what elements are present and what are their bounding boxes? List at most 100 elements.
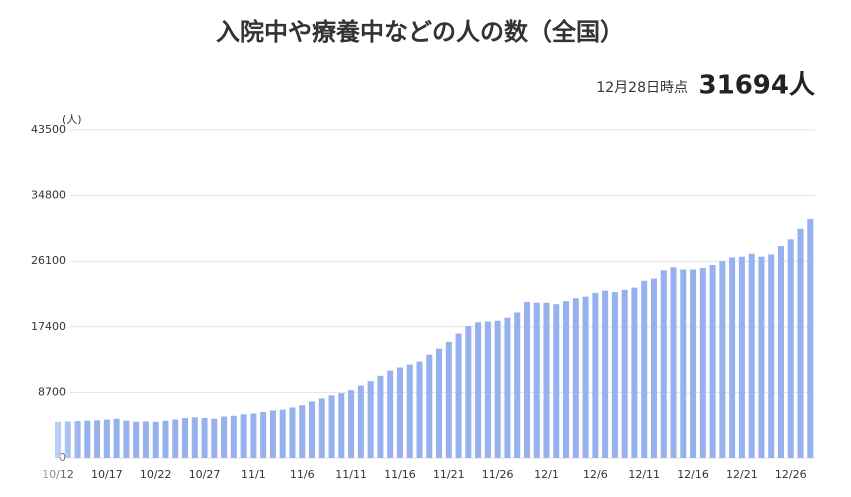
x-tick-label: 10/22	[140, 468, 172, 481]
bar	[572, 298, 579, 458]
bar	[484, 321, 491, 458]
chart-title: 入院中や療養中などの人の数（全国）	[216, 18, 624, 46]
bar	[758, 256, 765, 458]
bar	[142, 421, 149, 458]
bar	[660, 270, 667, 458]
x-tick-label: 12/16	[677, 468, 709, 481]
bar	[436, 348, 443, 458]
bar	[455, 333, 462, 458]
bar	[318, 398, 325, 458]
x-tick-label: 10/27	[189, 468, 221, 481]
x-tick-label: 12/11	[628, 468, 660, 481]
bar	[650, 278, 657, 458]
bar	[504, 317, 511, 458]
bar	[348, 390, 355, 458]
bar	[631, 287, 638, 458]
bar	[514, 312, 521, 458]
bar	[777, 246, 784, 458]
bar	[797, 228, 804, 458]
bar	[260, 412, 267, 458]
bar	[338, 393, 345, 458]
bar	[396, 367, 403, 458]
bar	[84, 420, 91, 458]
bar	[123, 420, 130, 458]
bar	[152, 421, 159, 458]
bar	[103, 419, 110, 458]
bar	[357, 385, 364, 458]
bar	[611, 292, 618, 458]
bar	[377, 375, 384, 458]
x-tick-label: 12/6	[583, 468, 608, 481]
bar	[807, 219, 814, 458]
x-tick-label: 10/17	[91, 468, 123, 481]
bar	[445, 341, 452, 458]
bar	[250, 413, 257, 458]
bar	[465, 326, 472, 458]
bar	[113, 418, 120, 458]
bar	[309, 401, 316, 458]
bar	[523, 301, 530, 458]
bar	[94, 420, 101, 458]
bar	[709, 264, 716, 458]
headline: 31694人	[699, 71, 815, 101]
bar	[172, 419, 179, 458]
bar	[367, 381, 374, 458]
x-tick-label: 12/1	[534, 468, 559, 481]
bar	[768, 254, 775, 458]
bar	[221, 416, 228, 458]
bar	[475, 322, 482, 458]
y-tick-label: 17400	[31, 320, 66, 333]
bar	[680, 269, 687, 458]
bar	[621, 289, 628, 458]
x-tick-label: 11/1	[241, 468, 266, 481]
bar	[201, 418, 208, 458]
bar	[406, 364, 413, 458]
bar	[211, 418, 218, 458]
bar	[533, 302, 540, 458]
bar	[582, 296, 589, 458]
x-tick-label: 11/21	[433, 468, 465, 481]
bar	[299, 405, 306, 458]
bar	[699, 267, 706, 458]
x-tick-label: 11/26	[482, 468, 514, 481]
y-tick-label: 8700	[38, 385, 66, 398]
as-of: 12月28日時点	[596, 80, 688, 96]
x-tick-label: 11/16	[384, 468, 416, 481]
bar	[269, 410, 276, 458]
y-tick-label: 43500	[31, 123, 66, 136]
bar	[133, 421, 140, 458]
bar	[738, 256, 745, 458]
bar	[543, 302, 550, 458]
bar	[416, 361, 423, 458]
bar	[670, 267, 677, 458]
y-axis-label: (人)	[62, 113, 82, 126]
bar	[602, 290, 609, 458]
bar	[191, 417, 198, 458]
bar	[641, 280, 648, 458]
bar	[426, 354, 433, 458]
x-tick-label: 12/21	[726, 468, 758, 481]
bar	[729, 257, 736, 458]
x-tick-label: 12/26	[775, 468, 807, 481]
bar	[279, 409, 286, 458]
bar	[289, 407, 296, 458]
bar	[719, 261, 726, 458]
bar	[592, 292, 599, 458]
x-tick-label: 11/6	[290, 468, 315, 481]
bar	[563, 301, 570, 458]
bar	[182, 418, 189, 458]
bar	[748, 253, 755, 458]
bar	[328, 395, 335, 458]
bar	[240, 414, 247, 458]
y-tick-label: 34800	[31, 189, 66, 202]
bar	[387, 370, 394, 458]
bar	[690, 269, 697, 458]
bar	[162, 420, 169, 458]
bar	[494, 320, 501, 458]
bar	[787, 239, 794, 458]
bar	[553, 304, 560, 458]
x-tick-label: 11/11	[335, 468, 367, 481]
y-tick-label: 26100	[31, 254, 66, 267]
bar	[230, 415, 237, 458]
